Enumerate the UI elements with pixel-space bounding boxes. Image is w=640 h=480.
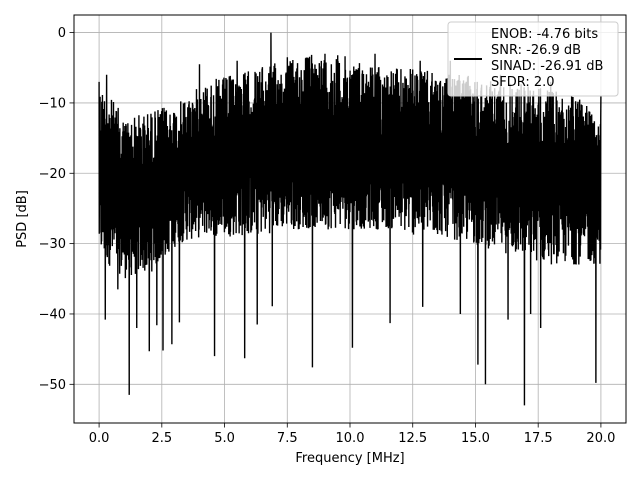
y-tick-label: −50 [39,378,66,393]
series-psd [98,32,602,406]
y-tick-label: −30 [39,237,66,252]
y-tick-label: −10 [39,96,66,111]
y-axis-ticks: 0 −10 −20 −30 −40 −50 [39,26,74,393]
x-tick-label: 12.5 [398,431,427,446]
x-tick-label: 15.0 [461,431,490,446]
legend-entry-line: ENOB: -4.76 bits [491,27,598,42]
x-tick-label: 2.5 [151,431,172,446]
y-axis-label: PSD [dB] [15,190,30,248]
legend-box [447,21,619,97]
x-tick-label: 5.0 [214,431,235,446]
x-tick-label: 7.5 [277,431,298,446]
x-tick-label: 17.5 [524,431,553,446]
y-tick-label: 0 [58,26,66,41]
x-axis-ticks: 0.0 2.5 5.0 7.5 10.0 12.5 15.0 17.5 20.0 [89,423,615,446]
x-tick-label: 0.0 [89,431,110,446]
legend-entry-line: SFDR: 2.0 [491,75,555,90]
psd-trace [98,32,602,406]
x-tick-label: 20.0 [586,431,615,446]
x-axis-label: Frequency [MHz] [295,451,404,466]
x-tick-label: 10.0 [336,431,365,446]
legend-entry-line: SNR: -26.9 dB [491,43,581,58]
legend-entry-line: SINAD: -26.91 dB [491,59,603,74]
y-tick-label: −20 [39,167,66,182]
y-tick-label: −40 [39,307,66,322]
